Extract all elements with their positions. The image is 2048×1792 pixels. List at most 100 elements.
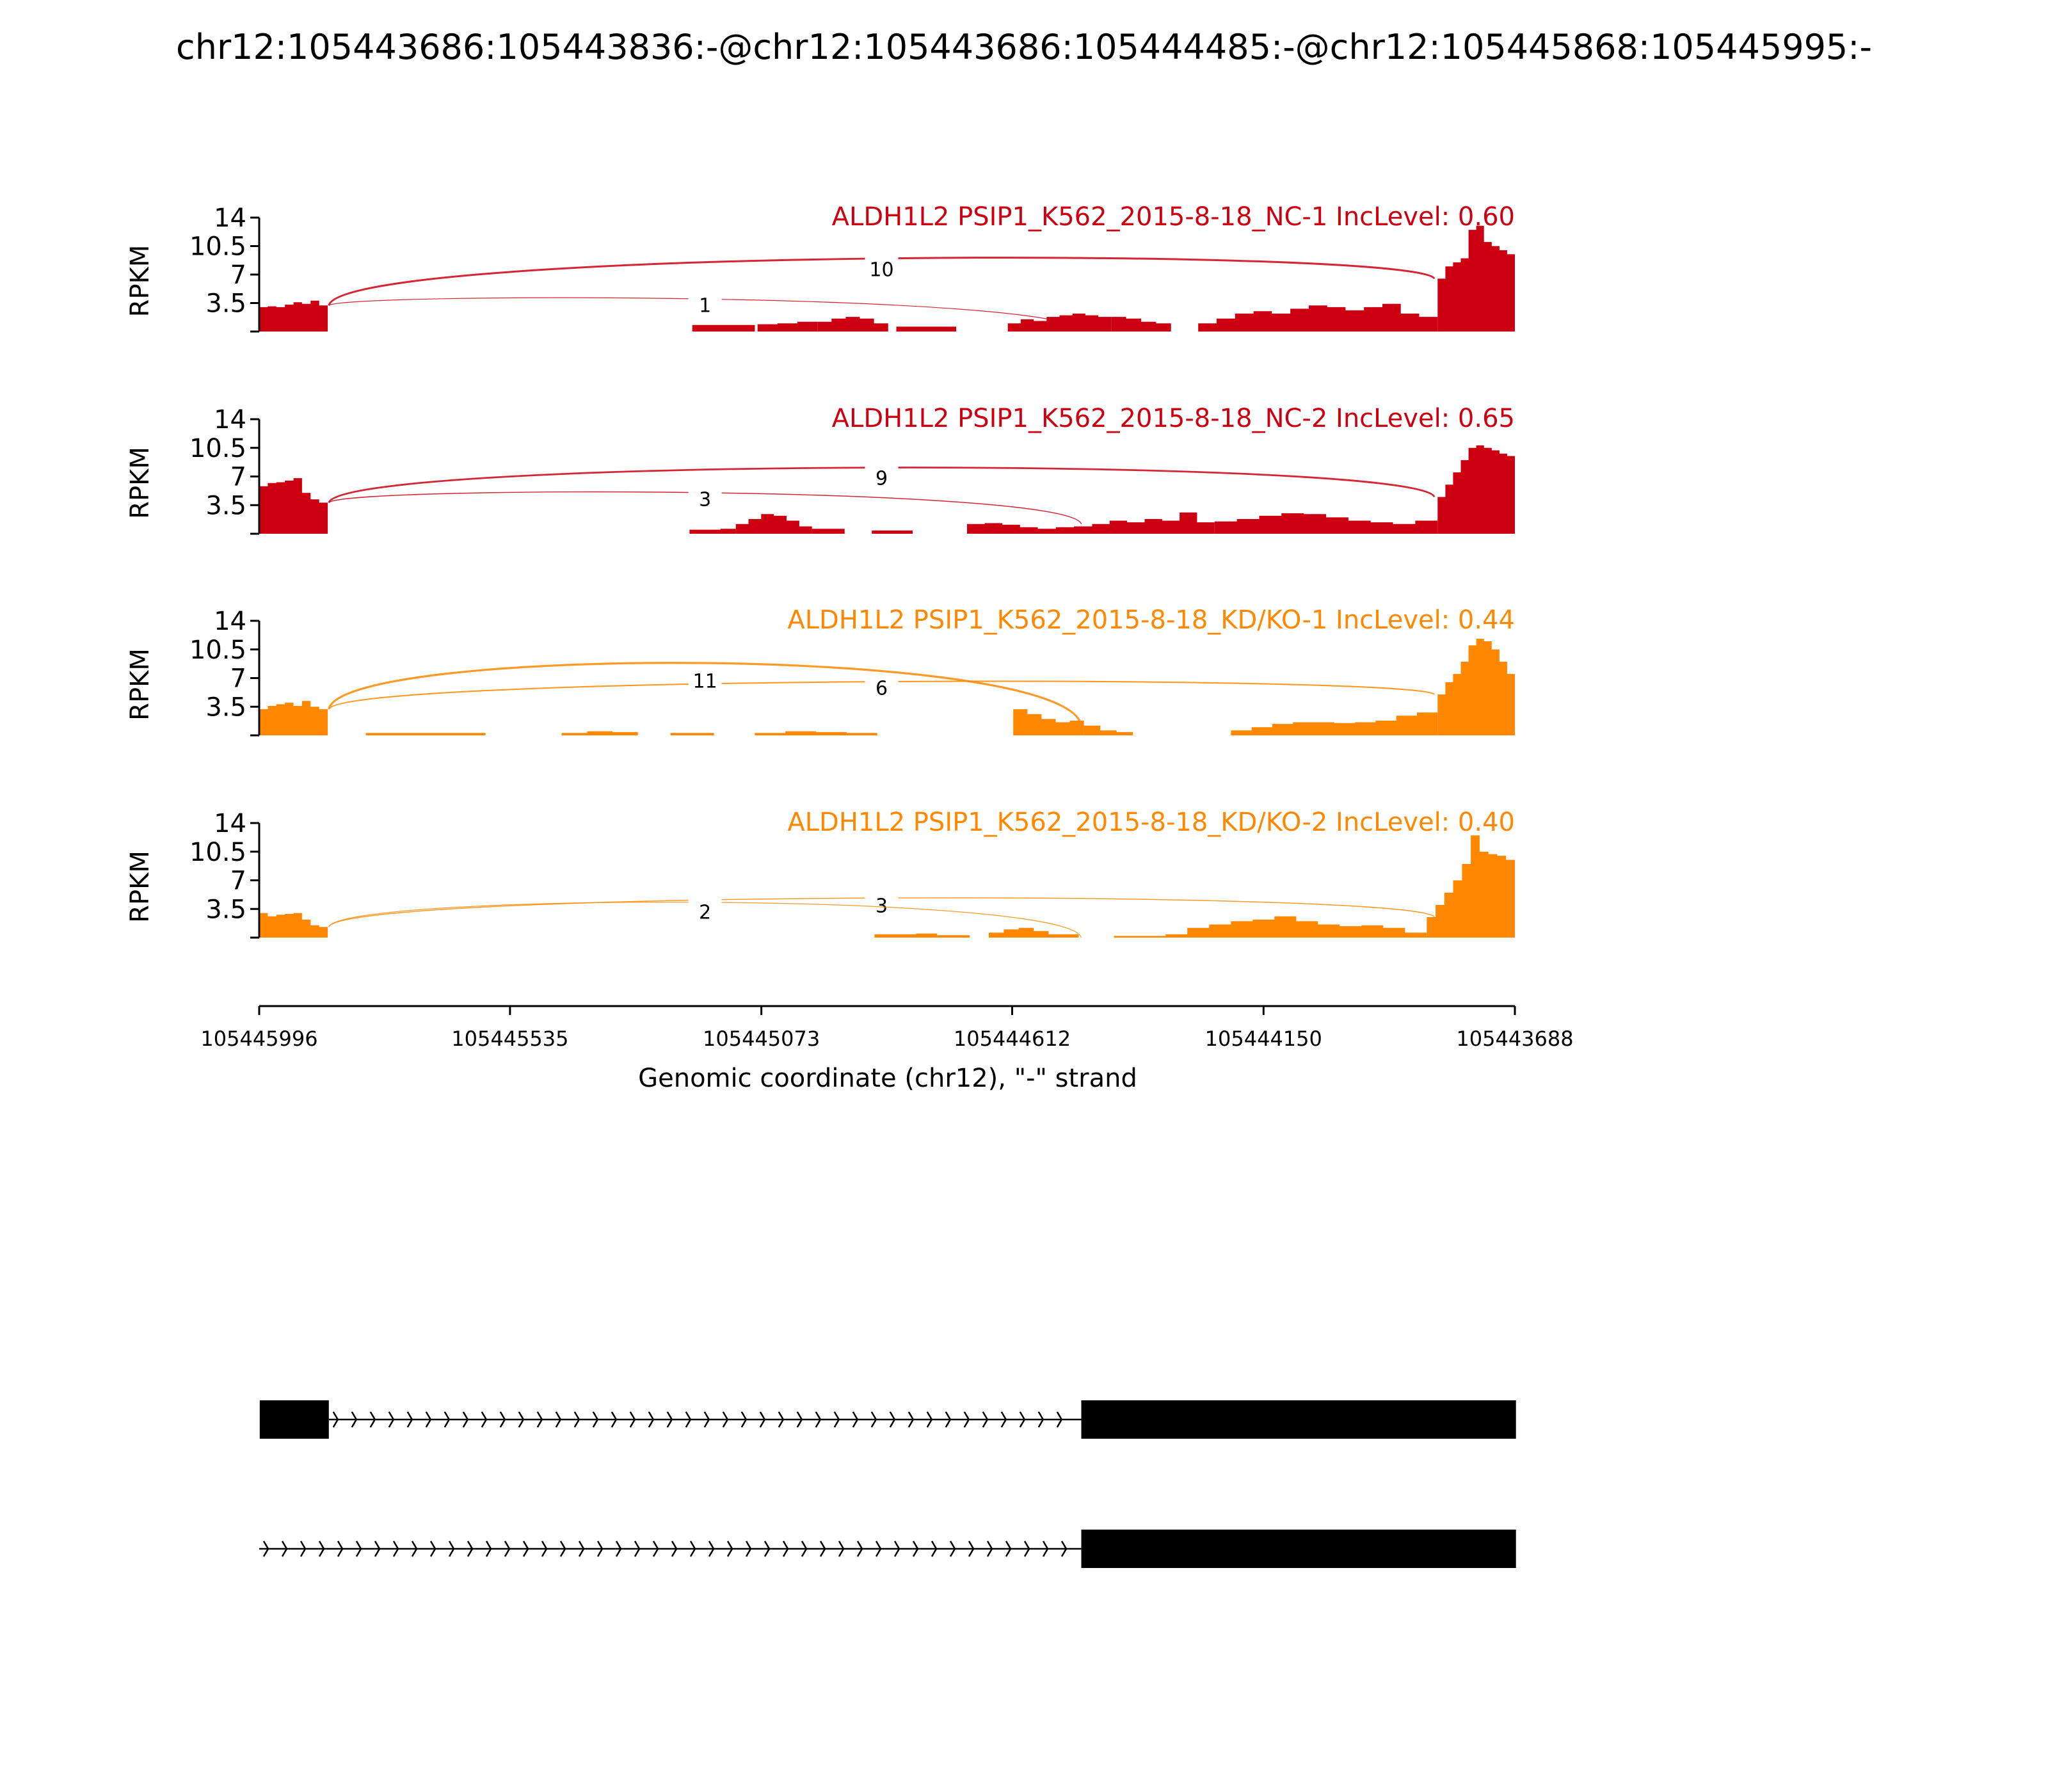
track-title: ALDH1L2 PSIP1_K562_2015-8-18_NC-2 IncLev… [832,404,1515,433]
y-axis-label: RPKM [125,245,155,317]
junction-label-bg [865,255,899,282]
strand-arrow [411,1540,418,1557]
strand-arrow [652,1540,659,1557]
x-tick-label: 105445996 [200,1027,317,1051]
x-tick-label: 105444612 [954,1027,1071,1051]
coverage-segment [692,324,755,332]
strand-arrow [596,1540,604,1557]
strand-arrow [318,1540,325,1557]
y-tick-label: 3.5 [205,692,246,722]
figure-title: chr12:105443686:105443836:-@chr12:105443… [176,27,1872,67]
strand-arrow [982,1411,989,1428]
exon-block [1081,1530,1516,1568]
junction-read-count: 3 [699,489,711,511]
strand-arrow [963,1411,970,1428]
coverage-segment [1013,709,1084,735]
x-tick-label: 105443688 [1456,1027,1573,1051]
coverage-segment [755,731,877,735]
strand-arrow [541,1540,548,1557]
strand-arrow [875,1540,882,1557]
y-tick-label: 14 [214,204,246,233]
strand-arrow [615,1540,622,1557]
track-title: ALDH1L2 PSIP1_K562_2015-8-18_NC-1 IncLev… [832,202,1515,232]
strand-arrow [332,1411,339,1428]
coverage-segment [259,478,328,534]
strand-arrow [671,1540,678,1557]
exon-block [1081,1400,1516,1439]
strand-arrow [374,1540,381,1557]
strand-arrow [764,1540,771,1557]
strand-arrow [703,1411,710,1428]
coverage-segment [1437,639,1515,735]
strand-arrow [504,1540,511,1557]
strand-arrow [611,1411,618,1428]
y-tick-label: 10.5 [189,636,246,665]
strand-arrow [708,1540,715,1557]
strand-arrow [281,1540,288,1557]
junction-read-count: 9 [876,467,888,490]
y-axis-label: RPKM [125,447,155,519]
strand-arrow [1005,1540,1012,1557]
coverage-segment [1114,936,1166,938]
x-tick-label: 105445535 [451,1027,568,1051]
coverage-segment [1092,512,1215,534]
coverage-segment [259,300,328,332]
coverage-segment [1198,303,1438,332]
x-tick-label: 105444150 [1205,1027,1322,1051]
strand-arrow [949,1540,956,1557]
junction-label-bg [865,464,899,490]
strand-arrow [931,1540,938,1557]
strand-arrow [1042,1540,1049,1557]
strand-arrow [355,1540,362,1557]
strand-arrow [555,1411,562,1428]
strand-arrow [986,1540,993,1557]
strand-arrow [467,1540,474,1557]
coverage-segment [1084,725,1133,735]
strand-arrow [833,1411,840,1428]
coverage-segment [874,933,938,938]
y-tick-label: 14 [214,607,246,636]
strand-arrow [1000,1411,1007,1428]
y-tick-label: 10.5 [189,232,246,262]
y-tick-label: 10.5 [189,434,246,463]
y-tick-label: 3.5 [205,491,246,520]
strand-arrow [559,1540,566,1557]
coverage-segment [896,326,956,332]
strand-arrow [648,1411,655,1428]
strand-arrow [429,1540,436,1557]
junction-label-bg [865,892,899,918]
strand-arrow [838,1540,845,1557]
x-axis-label: Genomic coordinate (chr12), "-" strand [638,1064,1137,1093]
strand-arrow [369,1411,376,1428]
isoform-structures [259,1400,1516,1568]
strand-arrow [666,1411,673,1428]
isoform-1 [259,1400,1516,1439]
y-tick-label: 10.5 [189,838,246,867]
strand-arrow [945,1411,952,1428]
coverage-segment [1007,314,1112,332]
coverage-segment [735,514,812,534]
strand-arrow [908,1411,915,1428]
strand-arrow [481,1411,488,1428]
coverage-segment [937,935,970,938]
strand-arrow [536,1411,543,1428]
strand-arrow [522,1540,529,1557]
strand-arrow [351,1411,358,1428]
coverage-segment [670,733,714,735]
junction-arc [328,662,1083,726]
coverage-segment [259,701,328,735]
track-title: ALDH1L2 PSIP1_K562_2015-8-18_KD/KO-1 Inc… [787,605,1515,635]
coverage-segment [1437,225,1515,332]
y-tick-label: 3.5 [205,895,246,924]
strand-arrow [968,1540,975,1557]
coverage-segment [1111,317,1171,332]
strand-arrow [815,1411,822,1428]
coverage-segment [365,733,486,735]
strand-arrow [462,1411,469,1428]
junction-label-bg [688,291,722,317]
coverage-segment [757,321,818,332]
strand-arrow [745,1540,752,1557]
coverage-segment [989,927,1049,938]
